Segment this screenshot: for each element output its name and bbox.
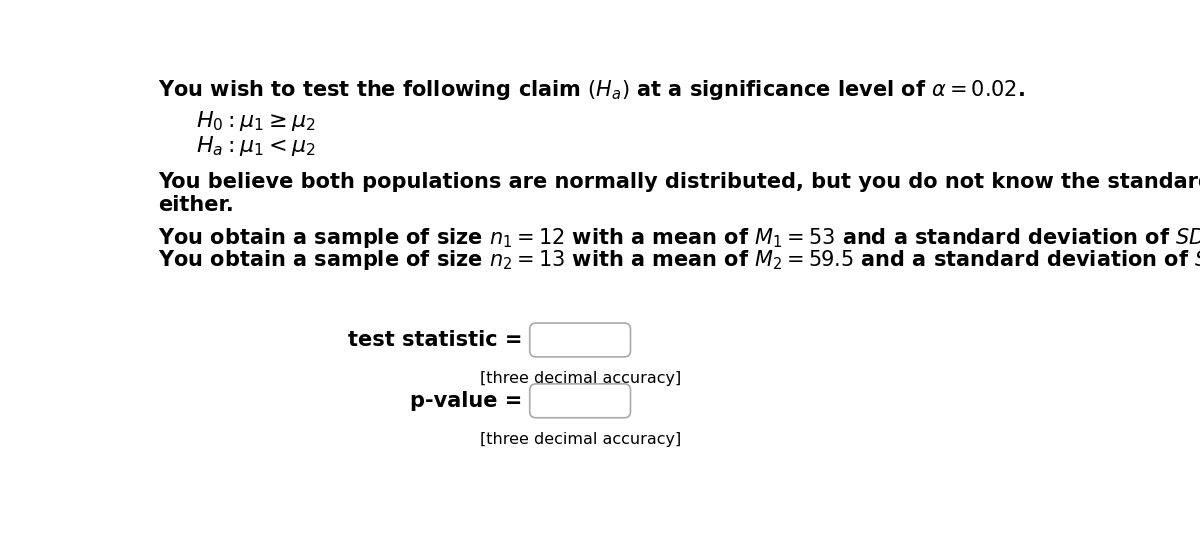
Text: either.: either. bbox=[157, 195, 234, 215]
Text: [three decimal accuracy]: [three decimal accuracy] bbox=[480, 371, 680, 386]
Text: You obtain a sample of size $n_2 = 13$ with a mean of $M_2 = 59.5$ and a standar: You obtain a sample of size $n_2 = 13$ w… bbox=[157, 248, 1200, 272]
FancyBboxPatch shape bbox=[529, 384, 630, 418]
Text: $H_0:\mu_1 \geq \mu_2$: $H_0:\mu_1 \geq \mu_2$ bbox=[197, 109, 317, 133]
Text: p-value =: p-value = bbox=[409, 391, 522, 411]
Text: You believe both populations are normally distributed, but you do not know the s: You believe both populations are normall… bbox=[157, 172, 1200, 192]
Text: You wish to test the following claim $(H_a)$ at a significance level of $\alpha : You wish to test the following claim $(H… bbox=[157, 78, 1025, 102]
Text: $H_a:\mu_1 < \mu_2$: $H_a:\mu_1 < \mu_2$ bbox=[197, 133, 316, 158]
FancyBboxPatch shape bbox=[529, 323, 630, 357]
Text: [three decimal accuracy]: [three decimal accuracy] bbox=[480, 431, 680, 446]
Text: You obtain a sample of size $n_1 = 12$ with a mean of $M_1 = 53$ and a standard : You obtain a sample of size $n_1 = 12$ w… bbox=[157, 226, 1200, 250]
Text: test statistic =: test statistic = bbox=[348, 330, 522, 350]
